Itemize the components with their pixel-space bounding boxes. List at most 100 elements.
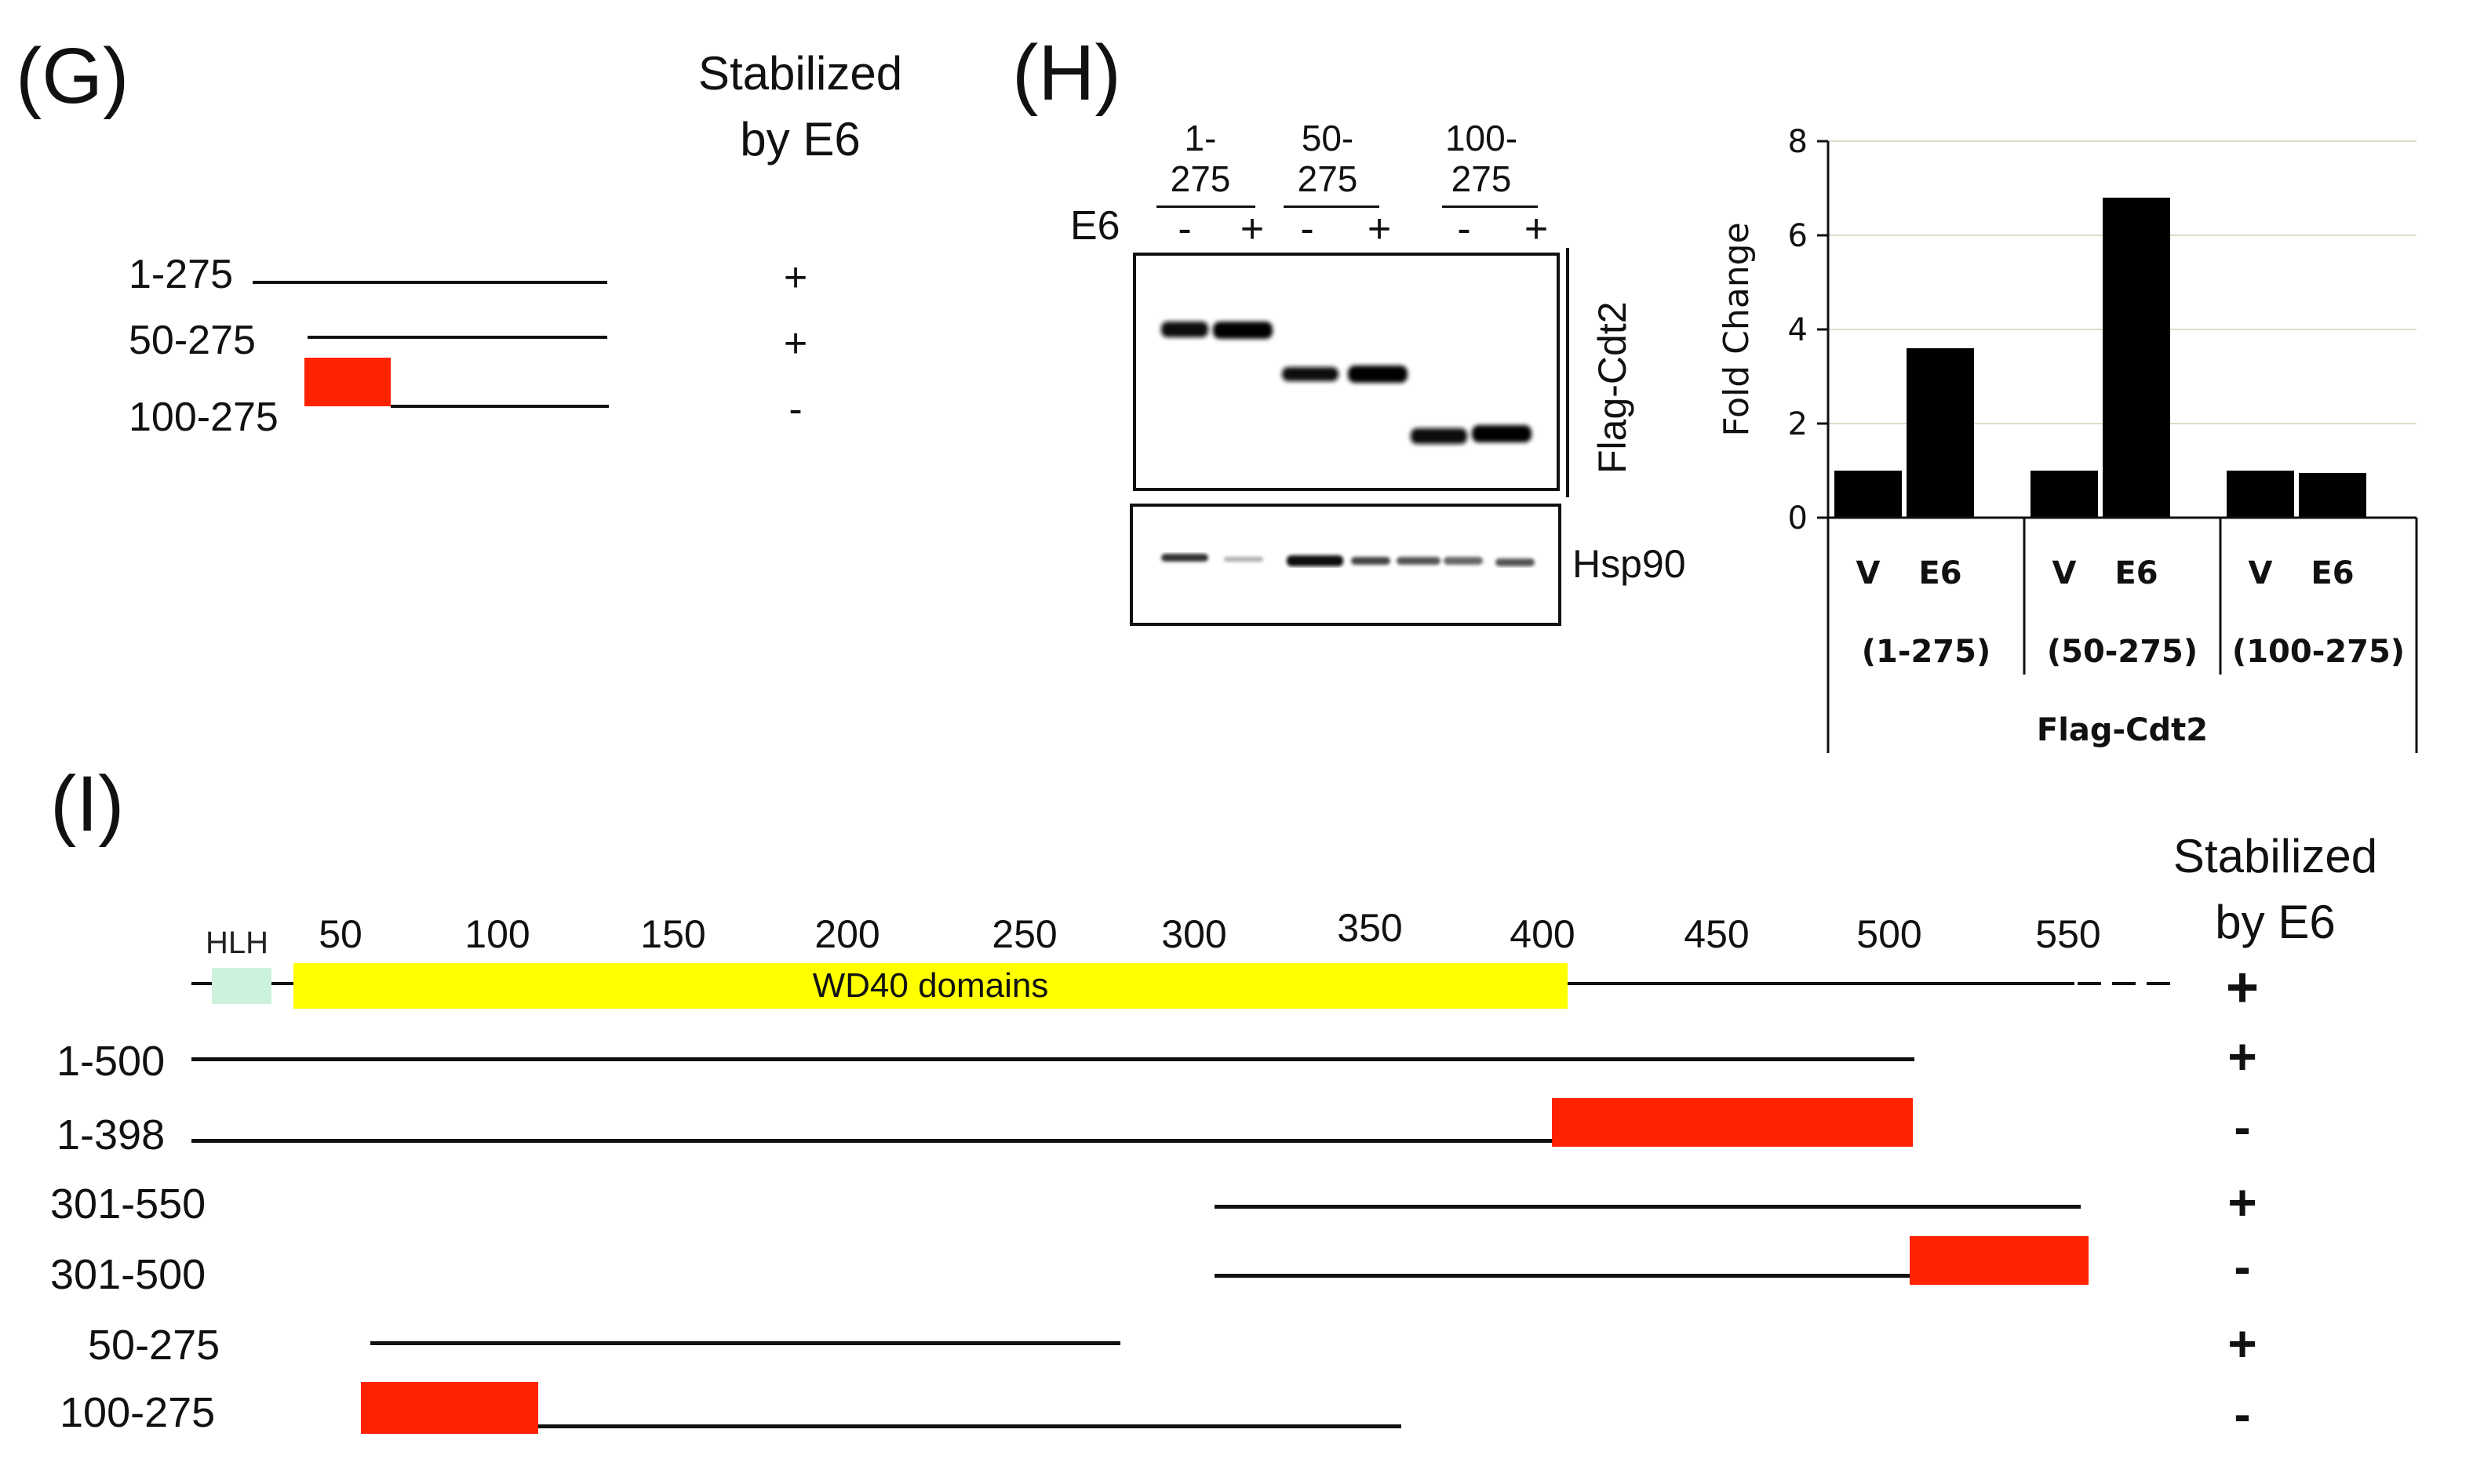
band xyxy=(1444,557,1483,565)
position-tick: 50 xyxy=(319,912,362,956)
category-label: V xyxy=(2249,555,2273,591)
band xyxy=(1224,557,1263,562)
lane-underline xyxy=(1284,206,1379,208)
lane-label-100-275: 100- 275 xyxy=(1434,118,1528,199)
lane-label-1-275: 1- 275 xyxy=(1153,118,1247,199)
panel-i-sign: - xyxy=(2234,1238,2251,1295)
panel-g-row-label: 100-275 xyxy=(129,395,279,440)
e6-plus: + xyxy=(1524,206,1549,252)
group-label: (100-275) xyxy=(2232,634,2405,670)
full-length-dash xyxy=(2078,982,2172,985)
category-label: V xyxy=(2052,555,2077,591)
western-blot xyxy=(1130,248,1569,626)
bar xyxy=(2030,471,2098,518)
wd40-label: WD40 domains xyxy=(812,966,1049,1005)
panel-g-header-line2: by E6 xyxy=(740,113,861,165)
band xyxy=(1287,555,1343,566)
panel-g-construct-line xyxy=(253,281,607,284)
bar xyxy=(1907,348,1974,518)
panel-h-label: (H) xyxy=(1012,29,1121,117)
panel-g-row-label: 1-275 xyxy=(129,252,233,297)
panel-i-sign: + xyxy=(2227,1315,2257,1372)
panel-g-header: Stabilized by E6 xyxy=(628,41,973,173)
category-label: E6 xyxy=(2114,555,2158,591)
position-tick: 300 xyxy=(1161,912,1227,956)
lane-label-line2: 275 xyxy=(1297,158,1358,199)
flag-cdt2-label: Flag-Cdt2 xyxy=(1590,301,1634,474)
panel-i-row-label: 301-550 xyxy=(50,1180,206,1228)
band xyxy=(1161,322,1208,337)
panel-i-row-label: 301-500 xyxy=(50,1251,206,1298)
wd40-box: WD40 domains xyxy=(293,963,1568,1009)
lane-label-50-275: 50- 275 xyxy=(1280,118,1375,199)
category-label: E6 xyxy=(2311,555,2354,591)
hlh-label: HLH xyxy=(206,926,269,960)
lane-label-line1: 50- xyxy=(1301,118,1354,158)
bar xyxy=(2299,473,2366,518)
panel-g-construct-line xyxy=(308,336,607,339)
e6-minus: - xyxy=(1178,206,1192,252)
position-tick: 400 xyxy=(1510,912,1575,956)
panel-i-header-line2: by E6 xyxy=(2215,896,2336,948)
panel-i-label: (I) xyxy=(50,760,125,848)
position-tick: 200 xyxy=(814,912,880,956)
y-axis-label: Fold Change xyxy=(1717,222,1757,436)
y-tick-label: 2 xyxy=(1788,406,1808,442)
panel-i-row-label: 1-398 xyxy=(56,1111,166,1158)
e6-minus: - xyxy=(1300,206,1314,252)
panel-g-sign: + xyxy=(783,321,808,366)
band xyxy=(1348,366,1408,383)
position-tick: 450 xyxy=(1684,912,1750,956)
panel-i-sign: + xyxy=(2227,1028,2257,1085)
lane-label-line1: 1- xyxy=(1184,118,1217,158)
e6-plus: + xyxy=(1367,206,1392,252)
position-tick: 150 xyxy=(640,912,706,956)
full-length-sign: + xyxy=(2225,956,2260,1019)
lane-underline xyxy=(1156,206,1255,208)
panel-g-header-line1: Stabilized xyxy=(697,47,903,100)
lane-label-line2: 275 xyxy=(1170,158,1231,199)
band xyxy=(1397,557,1440,565)
panel-i-sign: + xyxy=(2227,1174,2257,1231)
panel-i-construct-line xyxy=(1215,1274,1913,1278)
panel-g-deletion-box xyxy=(304,358,391,406)
panel-g-construct-line xyxy=(391,405,609,408)
band xyxy=(1351,557,1390,565)
position-tick: 500 xyxy=(1856,912,1922,956)
band xyxy=(1495,558,1535,566)
band xyxy=(1282,367,1338,381)
band xyxy=(1411,428,1467,444)
bar xyxy=(1834,471,1902,518)
panel-i-row-label: 100-275 xyxy=(60,1389,216,1436)
panel-g-sign: - xyxy=(789,387,803,432)
group-label: (50-275) xyxy=(2047,634,2198,670)
panel-i-construct-line xyxy=(191,1057,1914,1061)
lane-label-line2: 275 xyxy=(1451,158,1512,199)
group-label: (1-275) xyxy=(1862,634,1991,670)
panel-g-label: (G) xyxy=(16,32,129,120)
panel-i-row-label: 1-500 xyxy=(56,1038,166,1085)
panel-i-header-line1: Stabilized xyxy=(2173,830,2378,882)
panel-i-construct-line xyxy=(191,1139,1557,1143)
panel-i-deletion-box xyxy=(1910,1236,2089,1285)
hsp90-label: Hsp90 xyxy=(1572,542,1686,586)
band xyxy=(1213,322,1273,339)
y-tick-label: 8 xyxy=(1788,124,1808,160)
lane-underline xyxy=(1442,206,1538,208)
position-tick: 250 xyxy=(992,912,1058,956)
position-tick: 100 xyxy=(464,912,530,956)
y-tick-label: 6 xyxy=(1788,218,1808,254)
panel-i-deletion-box xyxy=(1552,1098,1913,1147)
panel-i-row-label: 50-275 xyxy=(88,1322,220,1369)
band xyxy=(1161,554,1208,562)
y-tick-label: 0 xyxy=(1788,500,1808,536)
e6-plus: + xyxy=(1240,206,1265,252)
category-label: V xyxy=(1856,555,1881,591)
category-label: E6 xyxy=(1918,555,1961,591)
panel-i-sign: - xyxy=(2234,1099,2251,1155)
panel-i-deletion-box xyxy=(361,1382,538,1434)
band xyxy=(1472,425,1532,442)
panel-g-row-label: 50-275 xyxy=(129,318,256,363)
group-caption: Flag-Cdt2 xyxy=(2037,712,2208,748)
panel-i-sign: - xyxy=(2234,1386,2251,1442)
